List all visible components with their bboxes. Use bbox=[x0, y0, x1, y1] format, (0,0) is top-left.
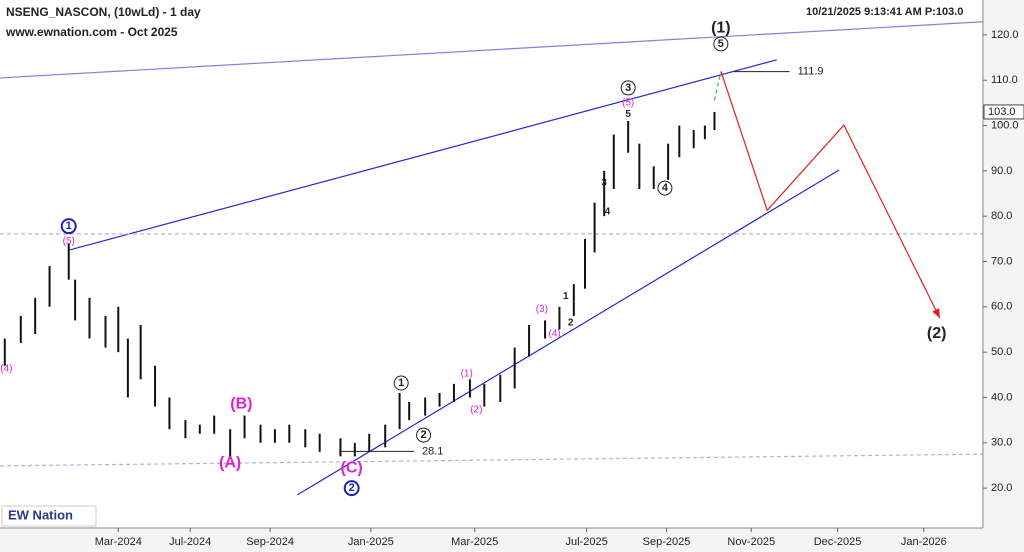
chart-title: NSENG_NASCON, (10wLd) - 1 day bbox=[6, 5, 201, 19]
y-tick-label: 20.0 bbox=[991, 482, 1012, 494]
wave-circle bbox=[343, 480, 360, 497]
x-tick-label: Jan-2026 bbox=[901, 536, 947, 548]
wave-label: 2 bbox=[421, 429, 427, 441]
wave-label: (5) bbox=[63, 236, 75, 247]
wave-label: 2 bbox=[568, 317, 574, 328]
trend-line bbox=[720, 70, 941, 319]
x-tick-label: Mar-2025 bbox=[451, 536, 498, 548]
timestamp: 10/21/2025 9:13:41 AM P:103.0 bbox=[806, 6, 963, 18]
price-tag-label: 103.0 bbox=[988, 106, 1016, 118]
x-tick-label: Sep-2024 bbox=[246, 536, 294, 548]
wave-label: (1) bbox=[711, 19, 731, 36]
logo-box bbox=[1, 505, 97, 527]
level-label: 28.1 bbox=[422, 445, 443, 457]
x-tick-label: Dec-2025 bbox=[814, 536, 862, 548]
wave-circle bbox=[60, 218, 77, 235]
x-axis-panel bbox=[0, 528, 983, 552]
wave-circle bbox=[416, 427, 432, 443]
wave-label: (2) bbox=[927, 325, 947, 342]
trend-line bbox=[0, 21, 984, 79]
y-tick-label: 90.0 bbox=[991, 165, 1012, 177]
x-tick-label: Nov-2025 bbox=[727, 536, 775, 548]
y-tick-label: 60.0 bbox=[991, 301, 1012, 313]
x-tick-label: Mar-2024 bbox=[95, 536, 142, 548]
wave-circle bbox=[657, 180, 673, 196]
wave-label: (A) bbox=[219, 454, 241, 471]
wave-label: (2) bbox=[470, 404, 482, 415]
trend-line bbox=[0, 453, 984, 467]
wave-label: 5 bbox=[625, 109, 631, 120]
y-tick-label: 30.0 bbox=[991, 437, 1012, 449]
x-tick-label: Sep-2025 bbox=[643, 536, 691, 548]
wave-label: 4 bbox=[605, 206, 611, 217]
wave-label: (4) bbox=[549, 329, 561, 340]
wave-label: 1 bbox=[563, 291, 569, 302]
x-tick-label: Jul-2024 bbox=[169, 536, 211, 548]
wave-label: (C) bbox=[341, 459, 363, 476]
x-tick-label: Jul-2025 bbox=[566, 536, 608, 548]
wave-label: (5) bbox=[622, 98, 634, 109]
trend-line bbox=[68, 59, 777, 251]
y-tick-label: 100.0 bbox=[991, 119, 1019, 131]
wave-label: 1 bbox=[66, 220, 72, 232]
wave-label: 3 bbox=[625, 82, 631, 94]
y-tick-label: 110.0 bbox=[991, 74, 1018, 86]
y-tick-label: 70.0 bbox=[991, 255, 1012, 267]
level-label: 111.9 bbox=[798, 66, 824, 78]
wave-label: (1) bbox=[461, 369, 473, 380]
wave-label: 1 bbox=[398, 377, 404, 389]
trend-line bbox=[713, 71, 722, 101]
trend-line bbox=[296, 169, 840, 496]
y-tick-label: 40.0 bbox=[991, 391, 1012, 403]
wave-circle bbox=[393, 375, 409, 391]
logo: EW Nation bbox=[8, 507, 73, 522]
chart-subtitle: www.ewnation.com - Oct 2025 bbox=[5, 25, 178, 39]
wave-label: (B) bbox=[230, 395, 252, 412]
price-tag bbox=[983, 104, 1024, 120]
x-tick-label: Jan-2025 bbox=[348, 536, 394, 548]
wave-label: 4 bbox=[662, 182, 669, 194]
wave-label: 5 bbox=[718, 38, 724, 50]
wave-label: 3 bbox=[601, 177, 607, 188]
arrow-head bbox=[932, 308, 940, 319]
wave-circle bbox=[620, 80, 636, 96]
wave-label: 2 bbox=[349, 482, 355, 494]
y-axis-panel bbox=[983, 0, 1024, 552]
wave-circle bbox=[713, 36, 729, 52]
y-tick-label: 50.0 bbox=[991, 346, 1012, 358]
y-tick-label: 80.0 bbox=[991, 210, 1012, 222]
wave-label: (3) bbox=[536, 304, 548, 315]
wave-label: (4) bbox=[0, 364, 12, 375]
y-tick-label: 120.0 bbox=[991, 29, 1019, 41]
